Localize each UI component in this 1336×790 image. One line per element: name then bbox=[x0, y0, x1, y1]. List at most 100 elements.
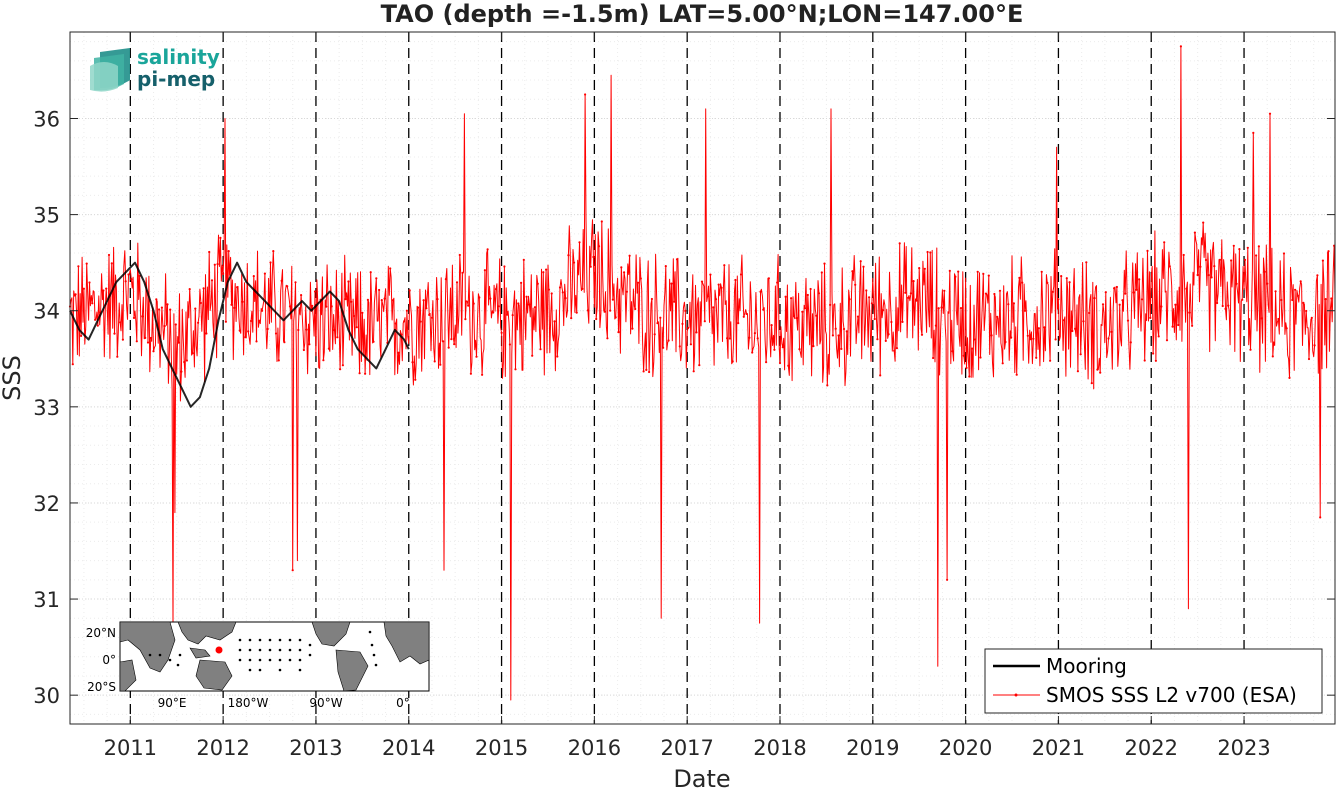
smos-point bbox=[1243, 258, 1247, 261]
smos-point bbox=[141, 315, 144, 318]
smos-point bbox=[1035, 356, 1038, 359]
smos-point bbox=[1146, 249, 1149, 252]
smos-point bbox=[1060, 275, 1063, 278]
smos-point bbox=[230, 303, 233, 306]
smos-point bbox=[561, 291, 564, 294]
smos-point bbox=[1257, 245, 1260, 248]
smos-point bbox=[723, 264, 726, 267]
smos-point bbox=[199, 301, 202, 305]
smos-point bbox=[937, 307, 940, 310]
smos-point bbox=[1110, 330, 1113, 333]
mooring-line bbox=[69, 261, 410, 408]
smos-point bbox=[163, 324, 166, 328]
smos-point bbox=[85, 262, 88, 265]
smos-point bbox=[1199, 265, 1202, 268]
smos-point bbox=[639, 277, 642, 280]
smos-point bbox=[341, 364, 344, 367]
smos-point bbox=[1132, 291, 1135, 294]
smos-point bbox=[968, 375, 971, 378]
smos-point bbox=[249, 319, 253, 323]
smos-point bbox=[219, 236, 222, 239]
mooring-array-dots bbox=[148, 630, 378, 672]
smos-point bbox=[511, 314, 514, 317]
smos-point bbox=[620, 266, 623, 269]
smos-point bbox=[801, 310, 804, 313]
smos-point bbox=[506, 313, 509, 316]
smos-point bbox=[553, 320, 556, 323]
smos-point bbox=[592, 255, 595, 259]
y-tick-label: 35 bbox=[33, 204, 60, 228]
smos-point bbox=[1280, 298, 1283, 302]
x-tick-label: 2020 bbox=[939, 736, 992, 760]
smos-point bbox=[525, 295, 528, 298]
smos-point bbox=[1168, 265, 1171, 268]
smos-point bbox=[586, 309, 590, 312]
smos-point bbox=[269, 261, 272, 264]
smos-point bbox=[1126, 319, 1130, 322]
smos-point bbox=[670, 282, 673, 285]
smos-point bbox=[923, 267, 926, 270]
plot-frame bbox=[69, 31, 1336, 725]
smos-point bbox=[1068, 281, 1071, 284]
smos-point bbox=[673, 300, 676, 303]
smos-point bbox=[1160, 305, 1163, 308]
smos-point bbox=[984, 292, 988, 295]
smos-point bbox=[369, 271, 372, 274]
smos-point bbox=[233, 306, 236, 309]
smos-point bbox=[901, 320, 904, 323]
smos-point bbox=[971, 347, 974, 350]
smos-point bbox=[294, 281, 297, 284]
smos-point bbox=[689, 343, 693, 346]
smos-point bbox=[1310, 316, 1313, 319]
smos-point bbox=[759, 290, 762, 293]
smos-point bbox=[241, 300, 244, 303]
smos-point bbox=[948, 269, 951, 272]
x-axis-label: Date bbox=[673, 765, 730, 790]
smos-point bbox=[416, 306, 420, 309]
smos-point bbox=[94, 318, 97, 321]
smos-point bbox=[194, 307, 197, 310]
smos-point bbox=[1049, 359, 1052, 362]
smos-point bbox=[762, 308, 765, 311]
smos-point bbox=[751, 351, 754, 354]
smos-point bbox=[845, 330, 848, 333]
smos-point bbox=[160, 306, 163, 309]
smos-point bbox=[1316, 274, 1319, 277]
smos-point bbox=[957, 270, 960, 273]
x-axis: 2011 2012 2013 2014 2015 2016 2017 2018 2019 2020… bbox=[104, 32, 1271, 760]
smos-point bbox=[475, 355, 478, 358]
smos-point bbox=[74, 293, 77, 296]
smos-point bbox=[1029, 338, 1032, 341]
smos-point bbox=[419, 320, 422, 323]
smos-point bbox=[119, 321, 122, 324]
smos-point bbox=[453, 343, 456, 346]
smos-point bbox=[1071, 329, 1074, 333]
smos-point bbox=[1302, 301, 1305, 304]
smos-point bbox=[700, 280, 704, 283]
smos-point bbox=[280, 279, 283, 282]
smos-point bbox=[870, 302, 874, 305]
smos-point bbox=[1152, 352, 1155, 355]
smos-point bbox=[778, 361, 782, 365]
smos-point bbox=[717, 283, 720, 286]
smos-point bbox=[653, 333, 656, 336]
smos-point bbox=[447, 346, 450, 349]
smos-point bbox=[664, 265, 667, 268]
smos-point bbox=[305, 328, 308, 331]
smos-point bbox=[522, 258, 525, 261]
smos-point bbox=[856, 315, 860, 318]
smos-point bbox=[425, 307, 428, 310]
smos-point bbox=[556, 355, 559, 358]
smos-point bbox=[1218, 258, 1221, 261]
smos-point bbox=[132, 316, 136, 319]
smos-point bbox=[1121, 299, 1124, 302]
smos-point bbox=[636, 281, 640, 284]
smos-point bbox=[302, 348, 305, 352]
smos-point bbox=[584, 93, 587, 96]
y-tick-label: 30 bbox=[33, 684, 60, 708]
smos-point bbox=[831, 334, 835, 337]
smos-point bbox=[834, 327, 837, 330]
smos-point bbox=[1004, 340, 1007, 344]
smos-point bbox=[990, 334, 993, 337]
